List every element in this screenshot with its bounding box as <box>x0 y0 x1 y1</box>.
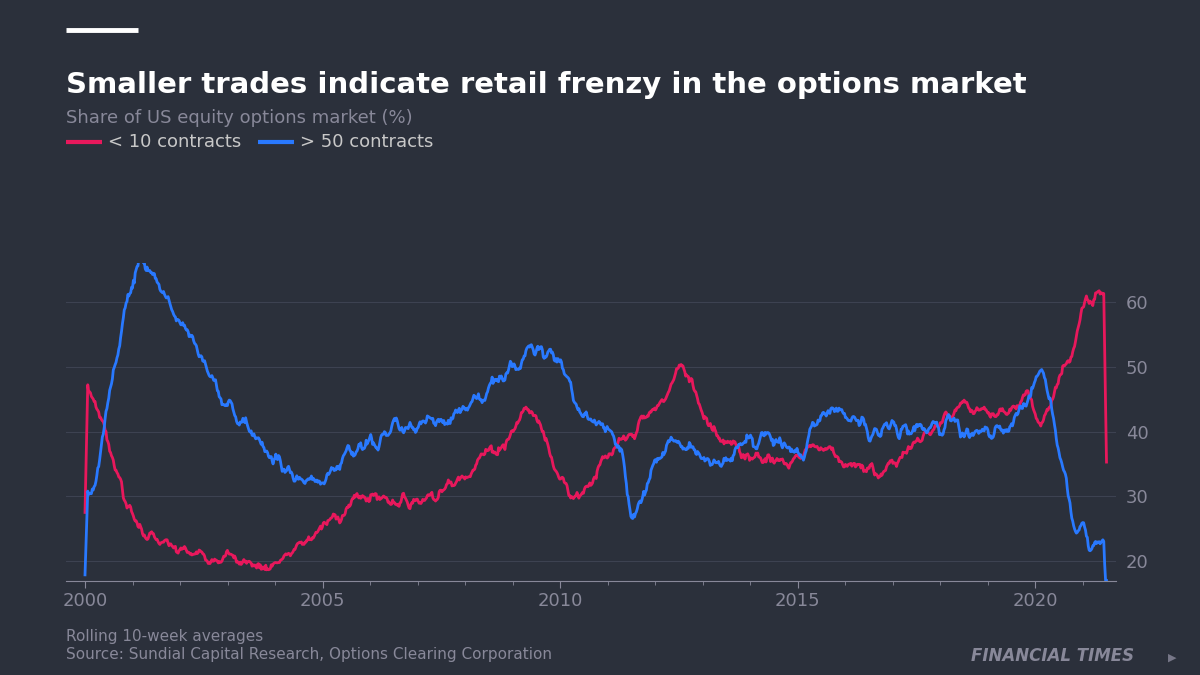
Text: Rolling 10-week averages: Rolling 10-week averages <box>66 629 263 644</box>
Text: < 10 contracts: < 10 contracts <box>108 133 241 151</box>
Text: > 50 contracts: > 50 contracts <box>300 133 433 151</box>
Text: ▶: ▶ <box>1168 653 1176 663</box>
Text: Share of US equity options market (%): Share of US equity options market (%) <box>66 109 413 128</box>
Text: Source: Sundial Capital Research, Options Clearing Corporation: Source: Sundial Capital Research, Option… <box>66 647 552 662</box>
Text: FINANCIAL TIMES: FINANCIAL TIMES <box>971 647 1134 665</box>
Text: Smaller trades indicate retail frenzy in the options market: Smaller trades indicate retail frenzy in… <box>66 71 1027 99</box>
